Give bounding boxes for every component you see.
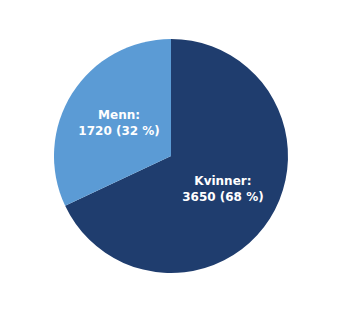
svg-text:Kvinner:: Kvinner: — [194, 174, 251, 188]
svg-text:Menn:: Menn: — [98, 108, 140, 122]
svg-text:3650 (68 %): 3650 (68 %) — [182, 190, 263, 204]
svg-text:1720 (32 %): 1720 (32 %) — [78, 124, 159, 138]
